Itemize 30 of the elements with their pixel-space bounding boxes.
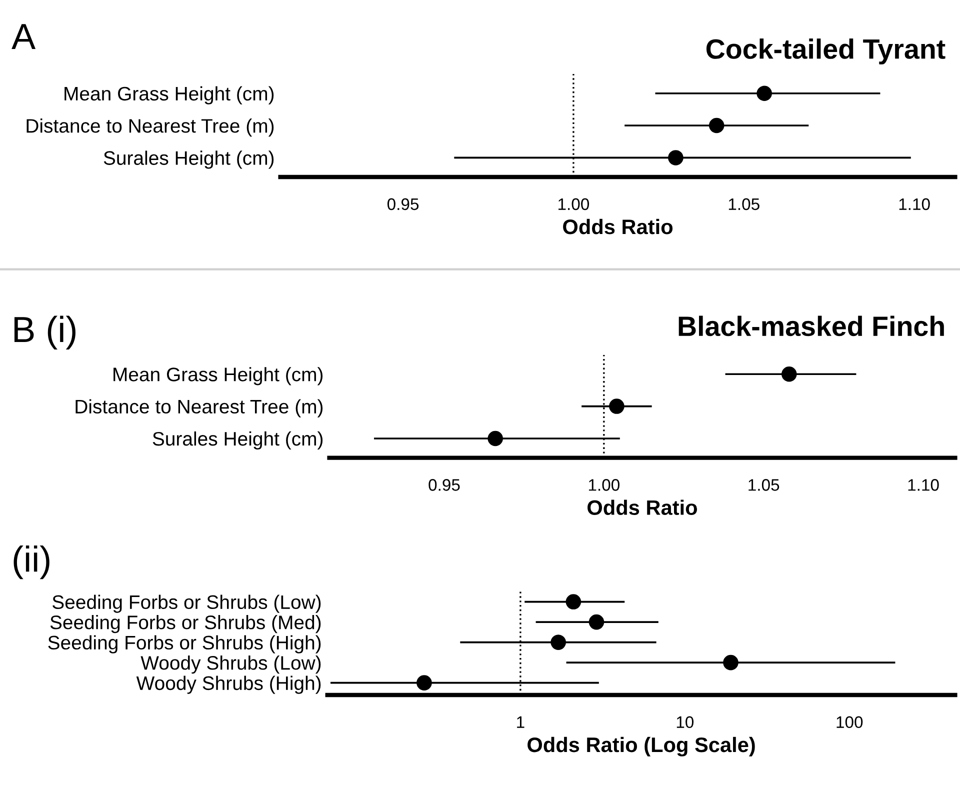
y-tick-label: Surales Height (cm) <box>104 150 274 169</box>
text: B (i) <box>14 316 76 350</box>
x-tick-label: 1.10 <box>908 479 939 491</box>
y-tick-label: Woody Shrubs (Low) <box>140 656 321 674</box>
y-tick-label: Seeding Forbs or Shrubs (Med) <box>50 615 321 634</box>
x-tick-label: 1.00 <box>588 479 620 491</box>
chart-title: Cock-tailed Tyrant <box>706 38 946 64</box>
x-axis-title: Odds Ratio <box>588 500 697 516</box>
text: (ii) <box>14 545 50 580</box>
y-tick-label: Distance to Nearest Tree (m) <box>76 399 323 418</box>
x-axis-title: Odds Ratio (Log Scale) <box>528 736 755 756</box>
y-tick-label: Surales Height (cm) <box>152 431 323 450</box>
x-tick-label: 0.95 <box>387 198 419 210</box>
x-tick-label: 0.95 <box>428 479 460 491</box>
x-tick-label: 100 <box>836 716 863 728</box>
y-tick-label: Seeding Forbs or Shrubs (High) <box>48 635 321 654</box>
y-tick-label: Woody Shrubs (High) <box>136 676 321 694</box>
x-tick-label: 1.05 <box>728 198 760 210</box>
y-tick-label: Mean Grass Height (cm) <box>114 367 323 386</box>
text: A <box>12 24 36 49</box>
y-tick-label: Distance to Nearest Tree (m) <box>26 118 274 137</box>
x-tick-label: 1.00 <box>558 198 590 210</box>
x-tick-label: 1.10 <box>899 198 930 210</box>
x-tick-label: 1.05 <box>748 479 780 491</box>
x-tick-label: 10 <box>676 716 694 728</box>
x-tick-label: 1 <box>517 716 524 728</box>
y-tick-label: Seeding Forbs or Shrubs (Low) <box>52 594 321 613</box>
x-axis-title: Odds Ratio <box>563 218 673 234</box>
y-tick-label: Mean Grass Height (cm) <box>64 86 274 104</box>
chart-title: Black-masked Finch <box>678 316 944 336</box>
